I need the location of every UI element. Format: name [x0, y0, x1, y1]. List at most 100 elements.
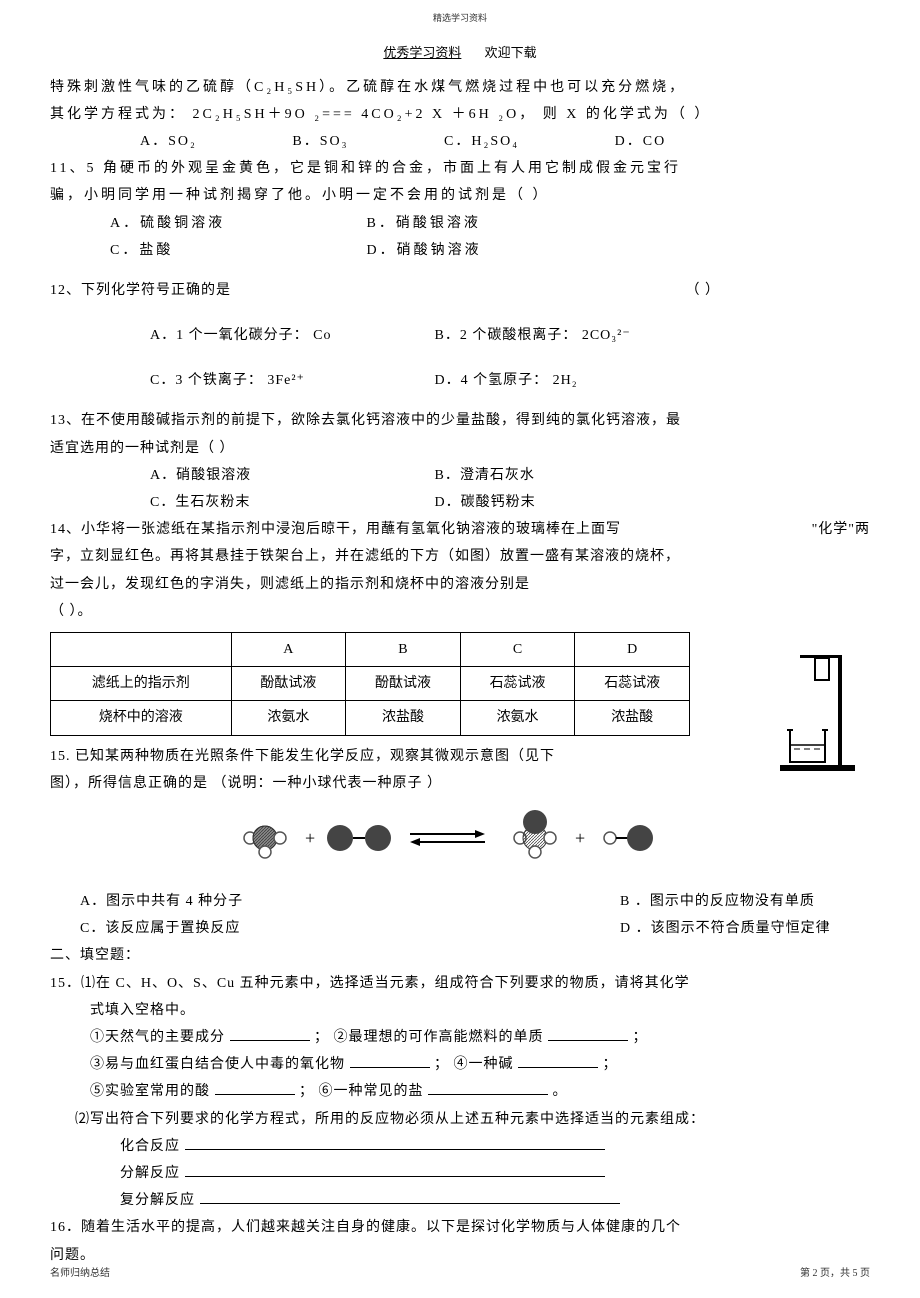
q15fill-r3: 复分解反应 — [50, 1188, 870, 1213]
r3-label: 复分解反应 — [120, 1193, 195, 1208]
q12-optC: C．3 个铁离子： 3Fe²⁺ — [150, 368, 430, 393]
q11-line2: 骗，小明同学用一种试剂揭穿了他。小明一定不会用的试剂是（ ） — [50, 183, 870, 208]
q15-opts-row2: C．该反应属于置换反应 D ．该图示不符合质量守恒定律 — [50, 916, 870, 941]
q15fill-item1: ①天然气的主要成分 ； ②最理想的可作高能燃料的单质 ； — [50, 1025, 870, 1050]
footer-right: 第 2 页，共 5 页 — [800, 1265, 870, 1283]
q13-optA: A．硝酸银溶液 — [150, 463, 430, 488]
fill-section: 二、填空题： — [50, 943, 870, 968]
i1a: ①天然气的主要成分 — [90, 1030, 225, 1045]
i3c: 。 — [553, 1084, 568, 1099]
q10-optC: C．H₂SO₄ — [444, 134, 519, 149]
cell: 浓盐酸 — [575, 701, 690, 735]
q12-row2: C．3 个铁离子： 3Fe²⁺ D．4 个氢原子： 2H₂ — [50, 368, 870, 393]
i3b: ； ⑥一种常见的盐 — [299, 1084, 424, 1099]
q15-line1: 15. 已知某两种物质在光照条件下能发生化学反应，观察其微观示意图（见下 — [50, 744, 870, 769]
q15fill-r2: 分解反应 — [50, 1161, 870, 1186]
q12-optD: D．4 个氢原子： 2H₂ — [435, 373, 578, 388]
q10-optD: D．CO — [615, 134, 667, 149]
q15fill-r1: 化合反应 — [50, 1134, 870, 1159]
q14-line1-row: 14、小华将一张滤纸在某指示剂中浸泡后晾干，用蘸有氢氧化钠溶液的玻璃棒在上面写 … — [50, 517, 870, 542]
cell: 酚酞试液 — [231, 667, 346, 701]
q12-optB: B．2 个碳酸根离子： 2CO₃²⁻ — [435, 328, 631, 343]
q11-optD: D．硝酸钠溶液 — [367, 243, 482, 258]
content: 特殊刺激性气味的乙硫醇（C₂H₅SH）。乙硫醇在水煤气燃烧过程中也可以充分燃烧，… — [50, 75, 870, 1268]
cell: 浓氨水 — [231, 701, 346, 735]
q15-opts-row1: A．图示中共有 4 种分子 B ．图示中的反应物没有单质 — [50, 889, 870, 914]
cell: 浓盐酸 — [346, 701, 461, 735]
table-row: A B C D — [51, 632, 690, 666]
header: 优秀学习资料 欢迎下载 — [50, 41, 870, 64]
header-part2: 欢迎下载 — [485, 45, 537, 60]
cell: 石蕊试液 — [575, 667, 690, 701]
q15-optD: D ．该图示不符合质量守恒定律 — [620, 916, 870, 941]
blank — [230, 1025, 310, 1041]
th-blank — [51, 632, 232, 666]
svg-text:+: + — [575, 828, 585, 848]
q15-optC: C．该反应属于置换反应 — [50, 916, 620, 941]
q14-line2: 字，立刻显红色。再将其悬挂于铁架台上，并在滤纸的下方（如图）放置一盛有某溶液的烧… — [50, 544, 870, 569]
i1b: ； ②最理想的可作高能燃料的单质 — [314, 1030, 544, 1045]
q13-line1: 13、在不使用酸碱指示剂的前提下，欲除去氯化钙溶液中的少量盐酸，得到纯的氯化钙溶… — [50, 408, 870, 433]
cell: 酚酞试液 — [346, 667, 461, 701]
header-part1: 优秀学习资料 — [383, 45, 461, 60]
reaction-diagram: + + — [50, 808, 870, 877]
th-d: D — [575, 632, 690, 666]
q11-opts-row1: A．硫酸铜溶液 B．硝酸银溶液 — [50, 211, 870, 236]
q14-suffix: "化学"两 — [812, 517, 870, 542]
q13-line2: 适宜选用的一种试剂是（ ） — [50, 436, 870, 461]
q15fill-item3: ⑤实验室常用的酸 ； ⑥一种常见的盐 。 — [50, 1079, 870, 1104]
q11-optC: C．盐酸 — [110, 238, 360, 263]
q12-paren: （ ） — [686, 278, 721, 303]
blank — [185, 1161, 605, 1177]
i2b: ； ④一种碱 — [434, 1057, 514, 1072]
q13-row1: A．硝酸银溶液 B．澄清石灰水 — [50, 463, 870, 488]
footer: 名师归纳总结 第 2 页，共 5 页 — [50, 1265, 870, 1283]
q13-row2: C．生石灰粉末 D．碳酸钙粉末 — [50, 490, 870, 515]
q12-stem-row: 12、下列化学符号正确的是 （ ） — [50, 278, 870, 303]
q13-optD: D．碳酸钙粉末 — [435, 495, 536, 510]
cell: 浓氨水 — [460, 701, 575, 735]
blank — [548, 1025, 628, 1041]
q15-optB: B ．图示中的反应物没有单质 — [620, 889, 870, 914]
q15-line2: 图），所得信息正确的是 （说明：一种小球代表一种原子 ） — [50, 771, 870, 796]
cell: 石蕊试液 — [460, 667, 575, 701]
q12-row1: A．1 个一氧化碳分子： Co B．2 个碳酸根离子： 2CO₃²⁻ — [50, 323, 870, 348]
i1c: ； — [633, 1030, 648, 1045]
q10-optA: A．SO₂ — [140, 134, 197, 149]
q14-line3: 过一会儿，发现红色的字消失，则滤纸上的指示剂和烧杯中的溶液分别是 — [50, 572, 870, 597]
th-a: A — [231, 632, 346, 666]
q15fill-line3: ⑵写出符合下列要求的化学方程式，所用的反应物必须从上述五种元素中选择适当的元素组… — [50, 1107, 870, 1132]
q16-line1: 16．随着生活水平的提高，人们越来越关注自身的健康。以下是探讨化学物质与人体健康… — [50, 1215, 870, 1240]
top-label: 精选学习资料 — [50, 10, 870, 26]
q11-line1: 11、5 角硬币的外观呈金黄色，它是铜和锌的合金，市面上有人用它制成假金元宝行 — [50, 156, 870, 181]
q10-optB: B．SO₃ — [292, 134, 348, 149]
q14-table: A B C D 滤纸上的指示剂 酚酞试液 酚酞试液 石蕊试液 石蕊试液 烧杯中的… — [50, 632, 690, 736]
q15fill-line1: 15．⑴在 C、H、O、S、Cu 五种元素中，选择适当元素，组成符合下列要求的物… — [50, 971, 870, 996]
footer-left: 名师归纳总结 — [50, 1265, 110, 1283]
i2c: ； — [603, 1057, 618, 1072]
i3a: ⑤实验室常用的酸 — [90, 1084, 210, 1099]
r2-label: 分解反应 — [120, 1166, 180, 1181]
q13-optB: B．澄清石灰水 — [435, 468, 535, 483]
cell: 滤纸上的指示剂 — [51, 667, 232, 701]
q11-optA: A．硫酸铜溶液 — [110, 211, 360, 236]
r1-label: 化合反应 — [120, 1139, 180, 1154]
blank — [200, 1188, 620, 1204]
table-row: 滤纸上的指示剂 酚酞试液 酚酞试液 石蕊试液 石蕊试液 — [51, 667, 690, 701]
q13-optC: C．生石灰粉末 — [150, 490, 430, 515]
q11-opts-row2: C．盐酸 D．硝酸钠溶液 — [50, 238, 870, 263]
blank — [215, 1079, 295, 1095]
q14-line4: （ ）。 — [50, 599, 870, 624]
q12-optA: A．1 个一氧化碳分子： Co — [150, 323, 430, 348]
blank — [350, 1052, 430, 1068]
cell: 烧杯中的溶液 — [51, 701, 232, 735]
blank — [518, 1052, 598, 1068]
q16-line2: 问题。 — [50, 1243, 870, 1268]
q15-optA: A．图示中共有 4 种分子 — [50, 889, 620, 914]
q15fill-line2: 式填入空格中。 — [50, 998, 870, 1023]
q12-stem: 12、下列化学符号正确的是 — [50, 278, 231, 303]
q14-line1: 14、小华将一张滤纸在某指示剂中浸泡后晾干，用蘸有氢氧化钠溶液的玻璃棒在上面写 — [50, 522, 621, 537]
q15fill-item2: ③易与血红蛋白结合使人中毒的氧化物 ； ④一种碱 ； — [50, 1052, 870, 1077]
q11-optB: B．硝酸银溶液 — [367, 216, 481, 231]
th-c: C — [460, 632, 575, 666]
